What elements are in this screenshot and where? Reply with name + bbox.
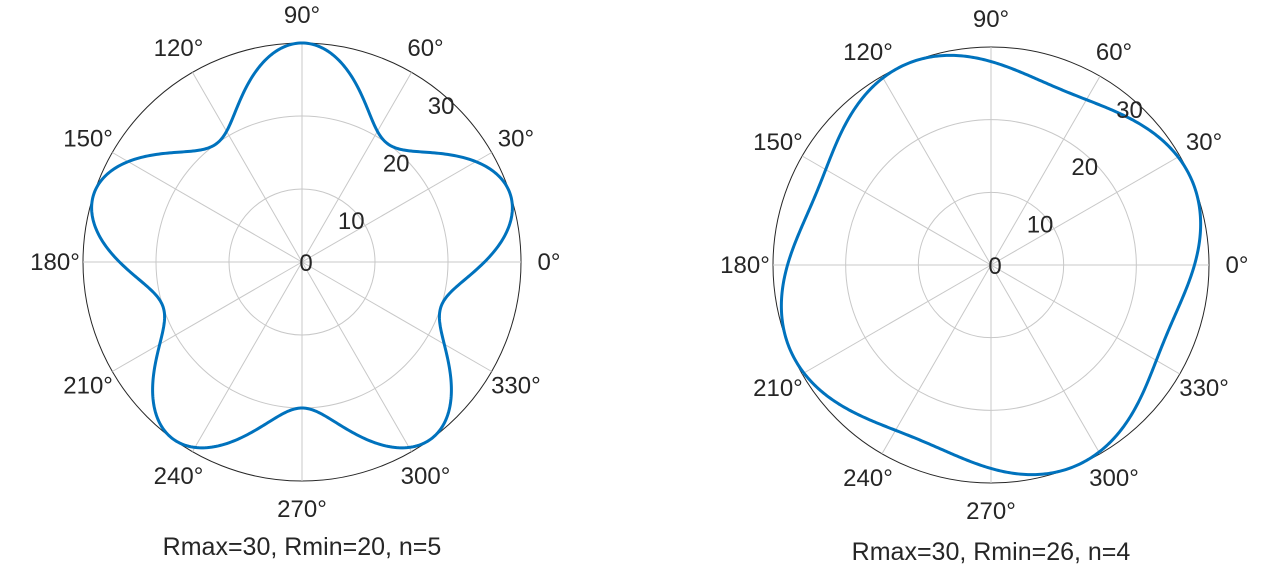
- radial-label-left-20: 20: [383, 151, 410, 178]
- spoke-right-300: [990, 264, 1101, 455]
- angle-label-left-30: 30°: [498, 126, 534, 153]
- radial-label-right-20: 20: [1071, 154, 1098, 181]
- angle-label-left-120: 120°: [154, 35, 204, 62]
- polar-labels-left: 0° 30° 60° 90° 120° 150° 180° 210° 240° 270° 300° 3…: [30, 2, 560, 523]
- angle-label-right-300: 300°: [1089, 465, 1139, 492]
- angle-label-left-240: 240°: [154, 463, 204, 490]
- angle-label-left-270: 270°: [277, 496, 327, 523]
- angle-label-left-180: 180°: [30, 249, 80, 276]
- polar-curve-right: [779, 53, 1203, 477]
- radial-label-right-30: 30: [1116, 97, 1143, 124]
- spoke-right-240: [881, 264, 992, 455]
- angle-label-right-60: 60°: [1096, 39, 1132, 66]
- spoke-right-120: [881, 75, 992, 266]
- spoke-left-300: [301, 261, 412, 452]
- angle-label-left-300: 300°: [401, 463, 451, 490]
- caption-right: Rmax=30, Rmin=26, n=4: [852, 538, 1131, 566]
- caption-left: Rmax=30, Rmin=20, n=5: [163, 533, 442, 561]
- spoke-left-240: [192, 261, 303, 452]
- angle-label-left-60: 60°: [407, 35, 443, 62]
- radial-label-left-30: 30: [428, 93, 455, 120]
- angle-label-right-150: 150°: [753, 129, 803, 156]
- angle-label-right-120: 120°: [843, 39, 893, 66]
- radial-label-left-10: 10: [338, 208, 365, 235]
- spoke-left-210: [112, 261, 303, 372]
- spoke-right-330: [990, 264, 1181, 375]
- polar-plot-right: 0° 30° 60° 90° 120° 150° 180° 210° 240° 270° 300° 3…: [720, 6, 1248, 566]
- polar-plot-left: 0° 30° 60° 90° 120° 150° 180° 210° 240° 270° 300° 3…: [30, 2, 560, 561]
- angle-label-left-210: 210°: [63, 373, 113, 400]
- spoke-left-330: [301, 261, 492, 372]
- angle-label-left-150: 150°: [63, 126, 113, 153]
- radial-label-right-10: 10: [1027, 211, 1054, 238]
- angle-label-right-90: 90°: [973, 6, 1009, 33]
- polar-grid-right: [772, 46, 1210, 484]
- angle-label-right-0: 0°: [1226, 252, 1249, 279]
- angle-label-right-330: 330°: [1179, 375, 1229, 402]
- spoke-right-30: [990, 155, 1181, 266]
- spoke-right-150: [801, 155, 992, 266]
- spoke-left-120: [192, 72, 303, 263]
- polar-labels-right: 0° 30° 60° 90° 120° 150° 180° 210° 240° 270° 300° 3…: [720, 6, 1248, 525]
- spoke-left-60: [301, 72, 412, 263]
- radial-label-right-0: 0: [988, 253, 1001, 280]
- polar-grid-left: [82, 42, 522, 482]
- radial-label-left-0: 0: [299, 250, 312, 277]
- spoke-left-150: [112, 152, 303, 263]
- angle-label-left-0: 0°: [538, 249, 561, 276]
- angle-label-right-180: 180°: [720, 252, 770, 279]
- angle-label-left-90: 90°: [284, 2, 320, 29]
- angle-label-right-270: 270°: [966, 498, 1016, 525]
- spoke-left-30: [301, 152, 492, 263]
- spoke-right-60: [990, 75, 1101, 266]
- angle-label-left-330: 330°: [491, 373, 541, 400]
- angle-label-right-210: 210°: [753, 375, 803, 402]
- polar-curve-left: [90, 41, 514, 450]
- angle-label-right-240: 240°: [843, 465, 893, 492]
- spoke-right-210: [801, 264, 992, 375]
- angle-label-right-30: 30°: [1186, 129, 1222, 156]
